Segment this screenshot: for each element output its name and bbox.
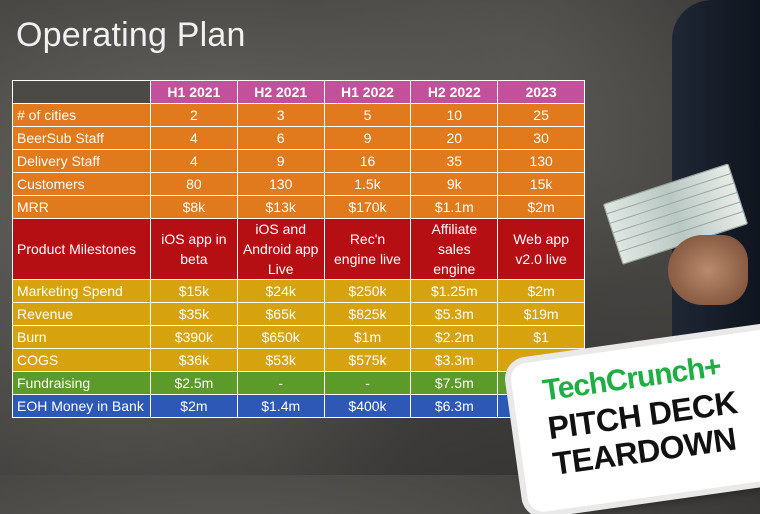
row-label: Fundraising [12, 371, 151, 395]
table-cell: 10 [410, 103, 499, 127]
table-cell: $36k [150, 348, 238, 372]
table-cell: 9 [236, 149, 325, 173]
column-header: H1 2021 [150, 80, 238, 104]
table-cell: $24k [236, 279, 325, 303]
table-cell: 130 [236, 172, 325, 196]
table-row: # of cities 2 3 5 10 25 [12, 103, 585, 127]
column-header: 2023 [497, 80, 585, 104]
row-label: Delivery Staff [12, 149, 151, 173]
table-row: BeerSub Staff 4 6 9 20 30 [12, 126, 585, 150]
table-cell: $5.3m [410, 302, 499, 326]
table-cell: 20 [410, 126, 499, 150]
table-cell: 30 [497, 126, 585, 150]
column-header: H2 2022 [410, 80, 499, 104]
table-cell: Rec'n engine live [323, 218, 412, 280]
table-cell: 16 [323, 149, 412, 173]
table-cell: $8k [150, 195, 238, 219]
row-label: Revenue [12, 302, 151, 326]
table-cell: 9k [410, 172, 499, 196]
row-label: Customers [12, 172, 151, 196]
row-label: MRR [12, 195, 151, 219]
table-cell: $65k [236, 302, 325, 326]
table-row-milestones: Product Milestones iOS app in beta iOS a… [12, 218, 585, 280]
table-cell: $2m [497, 195, 585, 219]
column-header: H2 2021 [236, 80, 325, 104]
table-row: COGS $36k $53k $575k $3.3m [12, 348, 585, 372]
table-cell: $15k [150, 279, 238, 303]
table-row: Fundraising $2.5m - - $7.5m [12, 371, 585, 395]
table-cell: $6.3m [410, 394, 499, 418]
table-cell: 35 [410, 149, 499, 173]
table-cell: $400k [323, 394, 412, 418]
table-cell: 15k [497, 172, 585, 196]
page-title: Operating Plan [16, 16, 246, 54]
table-cell: $2m [497, 279, 585, 303]
table-cell: $650k [236, 325, 325, 349]
row-label: # of cities [12, 103, 151, 127]
table-row: Revenue $35k $65k $825k $5.3m $19m [12, 302, 585, 326]
table-cell: $2m [150, 394, 238, 418]
table-cell: - [323, 371, 412, 395]
table-cell: 4 [150, 126, 238, 150]
table-cell: $53k [236, 348, 325, 372]
table-cell: 6 [236, 126, 325, 150]
table-row: MRR $8k $13k $170k $1.1m $2m [12, 195, 585, 219]
table-row: Delivery Staff 4 9 16 35 130 [12, 149, 585, 173]
row-label: BeerSub Staff [12, 126, 151, 150]
row-label: EOH Money in Bank [12, 394, 151, 418]
table-cell: $35k [150, 302, 238, 326]
table-cell: 2 [150, 103, 238, 127]
table-header-row: H1 2021 H2 2021 H1 2022 H2 2022 2023 [12, 80, 585, 104]
table-row: EOH Money in Bank $2m $1.4m $400k $6.3m [12, 394, 585, 418]
table-cell: 5 [323, 103, 412, 127]
column-header: H1 2022 [323, 80, 412, 104]
table-cell: 1.5k [323, 172, 412, 196]
table-cell: $7.5m [410, 371, 499, 395]
table-cell: $2.2m [410, 325, 499, 349]
table-cell: $170k [323, 195, 412, 219]
row-label: COGS [12, 348, 151, 372]
table-row: Marketing Spend $15k $24k $250k $1.25m $… [12, 279, 585, 303]
table-cell: $1m [323, 325, 412, 349]
table-cell: $575k [323, 348, 412, 372]
table-cell: $1.25m [410, 279, 499, 303]
table-row: Customers 80 130 1.5k 9k 15k [12, 172, 585, 196]
table-cell: 9 [323, 126, 412, 150]
header-corner [12, 80, 151, 104]
table-cell: Web app v2.0 live [497, 218, 585, 280]
table-cell: Affiliate sales engine [410, 218, 499, 280]
table-cell: $1.1m [410, 195, 499, 219]
table-cell: $825k [323, 302, 412, 326]
table-cell: $390k [150, 325, 238, 349]
table-cell: $1 [497, 325, 585, 349]
table-cell: 80 [150, 172, 238, 196]
table-cell: 130 [497, 149, 585, 173]
table-cell: $1.4m [236, 394, 325, 418]
table-cell: $2.5m [150, 371, 238, 395]
table-cell: $250k [323, 279, 412, 303]
hand [668, 235, 748, 305]
table-cell: $13k [236, 195, 325, 219]
row-label: Product Milestones [12, 218, 151, 280]
table-cell: iOS and Android app Live [236, 218, 325, 280]
row-label: Marketing Spend [12, 279, 151, 303]
row-label: Burn [12, 325, 151, 349]
table-cell: 3 [236, 103, 325, 127]
table-cell: 4 [150, 149, 238, 173]
table-cell: - [236, 371, 325, 395]
operating-plan-table: H1 2021 H2 2021 H1 2022 H2 2022 2023 # o… [12, 80, 585, 418]
table-cell: 25 [497, 103, 585, 127]
table-cell: iOS app in beta [150, 218, 238, 280]
table-cell: $3.3m [410, 348, 499, 372]
table-row: Burn $390k $650k $1m $2.2m $1 [12, 325, 585, 349]
table-cell: $19m [497, 302, 585, 326]
